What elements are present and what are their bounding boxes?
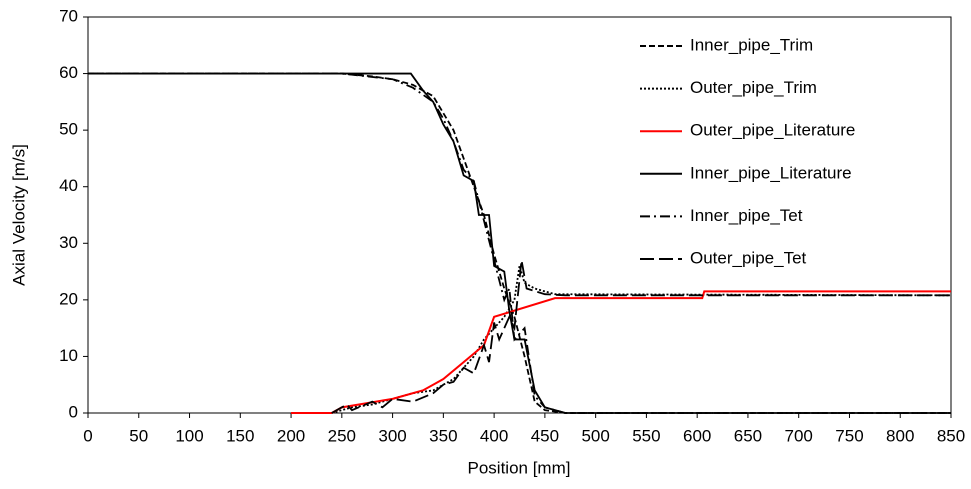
x-tick-label: 350 [429,426,457,445]
y-axis-title: Axial Velocity [m/s] [9,144,28,286]
series-line [331,260,951,414]
x-tick-label: 600 [683,426,711,445]
x-tick-label: 450 [531,426,559,445]
x-tick-label: 0 [83,426,92,445]
y-tick-label: 60 [59,63,78,82]
legend-label: Outer_pipe_Literature [690,121,855,140]
x-tick-label: 150 [226,426,254,445]
x-axis-title: Position [mm] [468,458,571,477]
y-tick-label: 10 [59,346,78,365]
x-tick-label: 750 [835,426,863,445]
plot-frame [87,16,952,414]
x-tick-label: 300 [378,426,406,445]
series-line [88,72,951,414]
x-tick-label: 550 [632,426,660,445]
legend-label: Inner_pipe_Literature [690,163,852,182]
y-tick-label: 50 [59,120,78,139]
x-tick-label: 100 [175,426,203,445]
legend-label: Inner_pipe_Tet [690,206,803,225]
y-tick-label: 20 [59,289,78,308]
series-line [291,290,951,414]
x-tick-label: 800 [886,426,914,445]
y-tick-label: 40 [59,176,78,195]
y-tick-label: 30 [59,233,78,252]
x-tick-label: 50 [129,426,148,445]
legend-label: Outer_pipe_Trim [690,78,817,97]
x-tick-label: 200 [277,426,305,445]
legend-label: Outer_pipe_Tet [690,248,807,267]
x-tick-label: 700 [785,426,813,445]
series-line [331,265,952,414]
legend-label: Inner_pipe_Trim [690,35,813,54]
y-tick-label: 70 [59,6,78,25]
x-tick-label: 650 [734,426,762,445]
x-tick-label: 850 [937,426,965,445]
x-tick-label: 250 [328,426,356,445]
x-tick-label: 500 [581,426,609,445]
y-tick-label: 0 [69,402,78,421]
x-tick-label: 400 [480,426,508,445]
